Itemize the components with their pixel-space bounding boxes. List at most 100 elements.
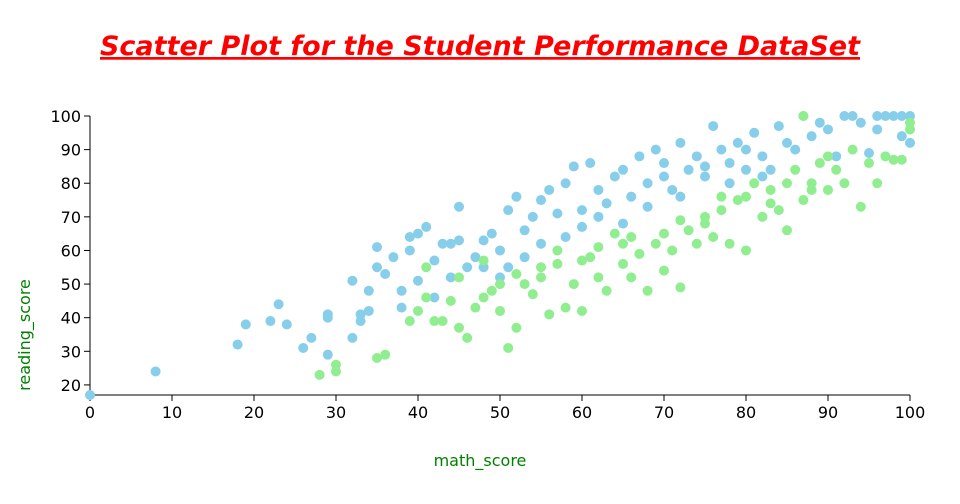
point (527, 289, 538, 300)
point (905, 137, 915, 148)
point (798, 195, 809, 206)
point (372, 353, 382, 364)
point (585, 252, 596, 263)
point (536, 272, 546, 283)
point (273, 299, 284, 310)
point (814, 117, 825, 128)
point (396, 302, 407, 313)
point (396, 285, 407, 296)
point (642, 201, 653, 212)
point (741, 245, 751, 256)
chart-title: Scatter Plot for the Student Performance… (100, 31, 861, 62)
y-tick-label: 50 (61, 275, 81, 294)
point (421, 262, 432, 273)
y-tick-label: 40 (61, 309, 81, 328)
x-tick-label: 30 (326, 403, 346, 422)
point (519, 279, 530, 290)
point (659, 265, 669, 276)
point (413, 228, 423, 239)
point (536, 195, 546, 206)
point (823, 184, 833, 195)
point (503, 262, 514, 273)
point (626, 191, 637, 202)
point (683, 164, 694, 175)
point (634, 248, 645, 259)
point (560, 302, 571, 313)
point (544, 309, 555, 320)
point (749, 178, 760, 189)
point (363, 285, 374, 296)
point (675, 215, 686, 226)
point (552, 258, 563, 269)
point (650, 144, 661, 155)
point (511, 268, 522, 279)
point (724, 178, 735, 189)
point (486, 285, 497, 296)
point (601, 285, 612, 296)
point (388, 252, 399, 263)
point (765, 164, 776, 175)
point (495, 305, 505, 316)
point (765, 198, 776, 209)
point (831, 151, 842, 162)
point (585, 158, 596, 169)
point (470, 252, 481, 263)
point (552, 245, 563, 256)
point (568, 279, 579, 290)
point (773, 121, 784, 132)
point (478, 292, 489, 303)
point (683, 225, 694, 236)
point (363, 305, 374, 316)
point (708, 121, 719, 132)
point (888, 111, 899, 121)
point (675, 282, 686, 293)
point (667, 245, 678, 256)
point (749, 127, 760, 138)
point (380, 268, 391, 279)
point (618, 218, 628, 229)
point (503, 342, 514, 353)
point (708, 232, 719, 243)
point (872, 178, 883, 189)
point (429, 255, 440, 266)
x-tick-label: 80 (736, 403, 756, 422)
point (691, 238, 702, 249)
y-tick-label: 80 (61, 174, 81, 193)
point (847, 144, 858, 155)
point (773, 205, 784, 216)
point (782, 178, 792, 189)
point (568, 161, 579, 172)
point (445, 272, 456, 283)
point (511, 322, 522, 333)
y-tick-label: 90 (61, 141, 81, 160)
x-tick-label: 0 (85, 403, 95, 422)
point (265, 316, 276, 327)
x-tick-label: 70 (654, 403, 674, 422)
point (626, 272, 637, 283)
point (716, 191, 727, 202)
point (905, 117, 915, 128)
point (716, 144, 727, 155)
point (347, 332, 358, 343)
point (413, 275, 423, 286)
point (650, 238, 661, 249)
point (667, 184, 678, 195)
y-axis-label: reading_score (15, 279, 35, 391)
point (495, 245, 505, 256)
point (150, 366, 161, 377)
point (519, 225, 530, 236)
point (634, 151, 645, 162)
point (806, 184, 817, 195)
point (445, 238, 456, 249)
point (593, 184, 604, 195)
point (724, 238, 735, 249)
point (724, 158, 735, 169)
point (544, 184, 555, 195)
point (839, 111, 850, 121)
point (322, 309, 333, 320)
point (331, 359, 341, 370)
point (577, 255, 587, 266)
point (675, 137, 686, 148)
point (855, 201, 866, 212)
